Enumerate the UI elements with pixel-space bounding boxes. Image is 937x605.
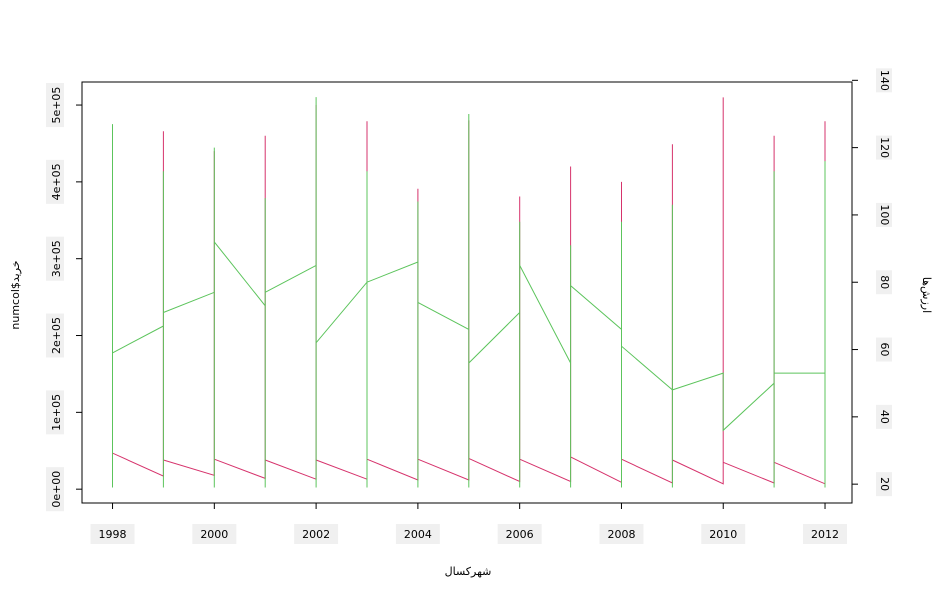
x-tick-bg bbox=[192, 524, 237, 544]
x-tick-label: 2010 bbox=[709, 528, 737, 541]
y-tick-bg bbox=[46, 236, 64, 281]
y2-tick-bg bbox=[876, 472, 892, 497]
x-tick-bg bbox=[90, 524, 135, 544]
x-tick-label: 2000 bbox=[200, 528, 228, 541]
y-tick-label: 0e+00 bbox=[50, 471, 63, 508]
y2-tick-label: 40 bbox=[878, 410, 891, 424]
y-tick-label: 4e+05 bbox=[50, 163, 63, 200]
y2-tick-bg bbox=[876, 68, 892, 93]
x-tick-label: 2006 bbox=[506, 528, 534, 541]
x-tick-label: 1998 bbox=[99, 528, 127, 541]
y2-tick-label: 80 bbox=[878, 275, 891, 289]
x-tick-label: 2002 bbox=[302, 528, 330, 541]
x-tick-bg bbox=[294, 524, 339, 544]
x-tick-label: 2004 bbox=[404, 528, 432, 541]
y2-tick-bg bbox=[876, 270, 892, 295]
y-tick-label: 3e+05 bbox=[50, 240, 63, 277]
plot-frame bbox=[81, 81, 853, 504]
y2-tick-bg bbox=[876, 337, 892, 362]
x-tick-label: 2012 bbox=[811, 528, 839, 541]
series-line bbox=[112, 97, 826, 488]
y-tick-bg bbox=[46, 390, 64, 435]
y-tick-bg bbox=[46, 83, 64, 128]
y2-tick-label: 100 bbox=[878, 204, 891, 225]
y2-tick-bg bbox=[876, 202, 892, 227]
y2-tick-bg bbox=[876, 135, 892, 160]
y-axis-title: numcol$خرید bbox=[9, 260, 22, 329]
y2-tick-label: 120 bbox=[878, 137, 891, 158]
y-tick-label: 5e+05 bbox=[50, 87, 63, 124]
y2-tick-label: 60 bbox=[878, 343, 891, 357]
y-tick-bg bbox=[46, 467, 64, 512]
x-tick-bg bbox=[599, 524, 644, 544]
y2-tick-bg bbox=[876, 404, 892, 429]
x-tick-bg bbox=[803, 524, 848, 544]
x-tick-bg bbox=[497, 524, 542, 544]
x-axis-title: شهرکسال bbox=[445, 565, 492, 578]
y-tick-label: 2e+05 bbox=[50, 317, 63, 354]
y-tick-bg bbox=[46, 313, 64, 358]
x-tick-label: 2008 bbox=[607, 528, 635, 541]
y2-tick-label: 140 bbox=[878, 70, 891, 91]
x-tick-bg bbox=[701, 524, 746, 544]
x-tick-bg bbox=[395, 524, 440, 544]
y2-axis-title: ارزش‌ها bbox=[920, 277, 933, 313]
y-tick-label: 1e+05 bbox=[50, 394, 63, 431]
y2-tick-label: 20 bbox=[878, 477, 891, 491]
y-tick-bg bbox=[46, 159, 64, 204]
